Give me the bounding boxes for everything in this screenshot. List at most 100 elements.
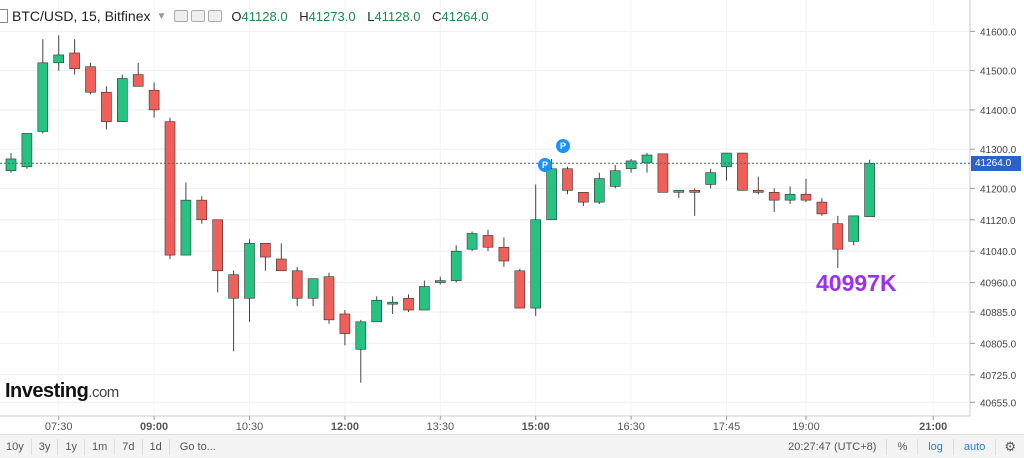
x-tick-label: 16:30 [617,421,645,433]
candle[interactable] [673,190,685,199]
candle[interactable] [768,188,780,212]
range-10y-button[interactable]: 10y [0,438,32,455]
close-icon[interactable] [208,10,223,22]
gear-icon[interactable]: ⚙ [1004,439,1016,454]
settings-icon[interactable] [191,10,206,22]
candle[interactable] [800,178,812,203]
candle[interactable] [69,39,80,75]
percent-toggle[interactable]: % [887,439,919,455]
toolbar-right: 20:27:47 (UTC+8) % log auto ⚙ [788,435,1024,458]
range-1d-button[interactable]: 1d [143,438,170,455]
candle[interactable] [132,62,144,87]
candle[interactable] [434,276,446,285]
candle[interactable] [498,237,510,267]
candle[interactable] [450,245,462,283]
candle[interactable] [689,188,701,216]
candle[interactable] [307,278,319,307]
candle[interactable] [864,159,875,217]
candle[interactable] [593,172,605,205]
event-marker[interactable]: P [556,139,570,153]
logo-brand: Investing [5,380,89,402]
candle[interactable] [260,243,271,271]
hamburger-icon[interactable] [0,9,8,23]
range-7d-button[interactable]: 7d [115,438,143,455]
candle-body [562,168,573,191]
candle[interactable] [625,158,637,173]
candle[interactable] [371,296,383,323]
log-toggle[interactable]: log [918,439,954,455]
y-tick-label: 41600.0 [980,27,1017,38]
x-tick-label: 09:00 [140,421,168,433]
candle[interactable] [466,231,478,252]
candle[interactable] [85,62,96,95]
candle[interactable] [244,239,255,322]
high-value: 41273.0 [308,8,356,24]
candle[interactable] [721,152,732,181]
candle-body [593,178,605,203]
candle[interactable] [403,294,414,312]
candle-body [371,299,383,323]
range-1y-button[interactable]: 1y [58,438,85,455]
candlestick-chart[interactable]: 41600.0 41500.0 41400.0 41300.0 41200.0 41120… [0,0,1024,434]
candle[interactable] [848,215,860,246]
candle[interactable] [53,35,65,71]
candle[interactable] [228,270,239,352]
candle[interactable] [180,182,192,256]
chevron-down-icon[interactable]: ▼ [156,10,167,22]
candle[interactable] [101,86,112,130]
candle[interactable] [562,166,573,195]
candle[interactable] [546,158,557,221]
candle[interactable] [117,74,128,122]
candle[interactable] [784,186,796,205]
candle[interactable] [37,39,49,134]
candle-body [578,192,589,203]
candle[interactable] [419,280,430,311]
auto-toggle[interactable]: auto [954,439,997,455]
candle[interactable] [164,117,176,260]
candle[interactable] [291,266,303,307]
candle[interactable] [752,176,764,195]
x-tick-label: 15:00 [522,421,550,433]
candle-body [752,190,764,193]
goto-button[interactable]: Go to... [179,440,216,453]
eye-icon[interactable] [174,10,189,22]
candle[interactable] [609,164,621,189]
candle[interactable] [514,268,526,309]
candle[interactable] [5,153,17,173]
range-1m-button[interactable]: 1m [85,438,116,455]
candle[interactable] [387,296,398,314]
candle[interactable] [275,243,287,272]
range-3y-button[interactable]: 3y [32,438,59,455]
candle[interactable] [196,196,208,224]
candle-body [641,154,653,164]
candle-body [196,199,208,221]
symbol-label[interactable]: BTC/USD, 15, Bitfinex [12,8,151,24]
candle-body [498,246,510,262]
candle-body [768,192,780,201]
x-tick-label: 12:00 [331,421,359,433]
candle[interactable] [482,229,494,252]
candle[interactable] [355,319,367,383]
candle[interactable] [212,219,223,293]
x-tick-label: 10:30 [236,421,264,433]
event-marker[interactable]: P [538,158,552,172]
candle[interactable] [530,184,542,316]
candle-body [148,89,160,111]
candle[interactable] [832,215,844,269]
candle[interactable] [323,272,335,324]
price-axis[interactable]: 41600.0 41500.0 41400.0 41300.0 41200.0 41120… [970,27,1017,409]
candle[interactable] [816,198,828,216]
candle[interactable] [705,168,716,189]
candle-body [307,278,319,299]
candle[interactable] [148,82,160,118]
candle[interactable] [21,133,33,169]
candle-body [864,162,875,217]
time-axis[interactable]: 07:30 09:00 10:30 12:00 13:30 15:00 16:30 17:45… [45,416,947,433]
candle[interactable] [641,153,653,173]
candle[interactable] [657,153,669,193]
candle[interactable] [339,310,351,346]
candle[interactable] [737,152,748,191]
low-value: 41128.0 [374,8,421,24]
x-tick-label: 13:30 [427,421,455,433]
candle[interactable] [578,192,589,207]
